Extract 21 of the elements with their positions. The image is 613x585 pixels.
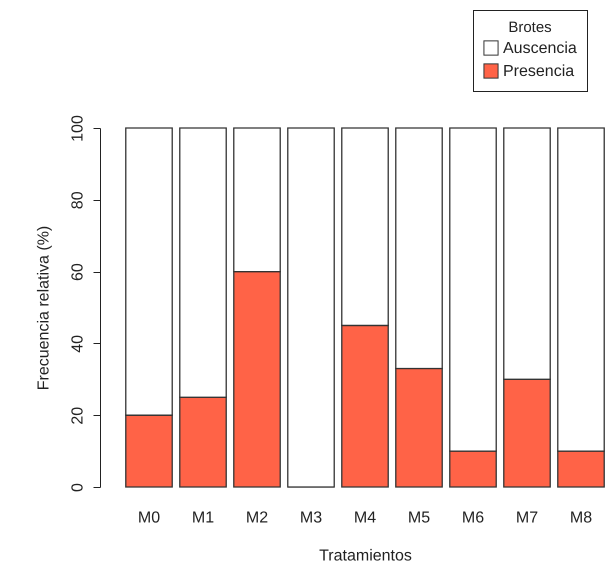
y-tick-label: 40 — [70, 334, 86, 353]
legend-label: Presencia — [503, 63, 574, 80]
x-tick-label: M7 — [516, 510, 538, 526]
x-tick-label: M2 — [246, 510, 268, 526]
x-axis-title: Tratamientos — [319, 548, 412, 564]
x-tick-label: M8 — [570, 510, 592, 526]
x-tick-label: M3 — [300, 510, 322, 526]
y-tick-label: 80 — [70, 191, 86, 210]
y-axis-title: Frecuencia relativa (%) — [36, 226, 52, 390]
x-tick-label: M0 — [138, 510, 160, 526]
y-tick-label: 60 — [70, 263, 86, 281]
x-tick-label: M4 — [354, 510, 376, 526]
legend-title: Brotes — [508, 19, 552, 36]
y-tick-label: 20 — [70, 406, 86, 425]
y-tick-label: 100 — [70, 115, 86, 142]
bar — [287, 127, 335, 488]
x-tick-label: M6 — [462, 510, 484, 526]
x-tick-label: M1 — [192, 510, 214, 526]
legend-label: Auscencia — [503, 40, 577, 57]
y-tick-label: 0 — [70, 482, 86, 492]
x-tick-label: M5 — [408, 510, 430, 526]
